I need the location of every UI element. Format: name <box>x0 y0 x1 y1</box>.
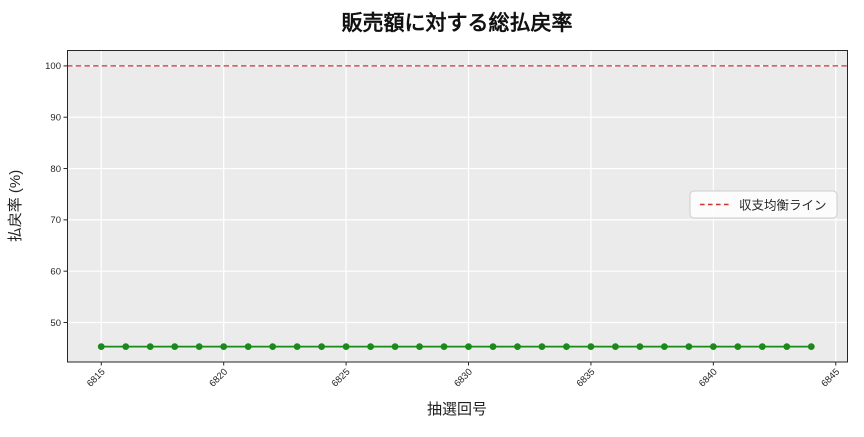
data-point-marker <box>195 343 203 351</box>
y-tick-label: 100 <box>45 61 61 72</box>
data-point-marker <box>514 343 521 351</box>
data-point-marker <box>709 343 717 351</box>
data-point-marker <box>342 343 350 351</box>
x-tick-label: 6820 <box>207 367 230 390</box>
data-point-marker <box>685 343 693 351</box>
data-point-marker <box>807 343 815 351</box>
y-tick-label: 50 <box>50 318 61 329</box>
data-point-marker <box>734 343 742 351</box>
y-tick-label: 90 <box>50 113 61 124</box>
data-point-marker <box>367 343 374 351</box>
x-tick-label: 6830 <box>452 367 475 390</box>
data-point-marker <box>783 343 791 351</box>
x-tick-label: 6815 <box>85 367 108 390</box>
x-tick-label: 6840 <box>697 367 720 390</box>
chart-title: 販売額に対する総払戻率 <box>342 11 573 35</box>
data-point-marker <box>465 343 472 351</box>
data-point-marker <box>758 343 766 351</box>
data-point-marker <box>122 343 130 351</box>
payout-rate-series <box>97 343 815 351</box>
x-tick-label: 6845 <box>819 367 842 390</box>
data-point-marker <box>636 343 644 351</box>
x-axis-tick-labels: 6815 6820 6825 6830 6835 6840 6845 <box>85 367 842 390</box>
x-tick-label: 6835 <box>575 367 598 390</box>
data-point-marker <box>440 343 448 351</box>
data-point-marker <box>489 343 497 351</box>
tick-marks <box>63 65 837 366</box>
y-tick-label: 70 <box>50 215 61 226</box>
data-point-marker <box>391 343 399 351</box>
legend-box <box>689 190 838 219</box>
data-point-marker <box>269 343 277 351</box>
data-point-marker <box>220 343 228 351</box>
data-point-marker <box>416 343 423 351</box>
legend: 収支均衡ライン <box>689 190 838 219</box>
data-point-marker <box>97 343 105 351</box>
legend-label: 収支均衡ライン <box>739 199 827 213</box>
data-point-marker <box>318 343 326 351</box>
data-point-marker <box>244 343 252 351</box>
y-axis-tick-labels: 50 60 70 80 90 100 <box>45 61 61 329</box>
plot-border <box>67 50 848 363</box>
x-tick-label: 6825 <box>330 367 353 390</box>
x-axis-label: 抽選回号 <box>427 401 487 418</box>
y-tick-label: 80 <box>50 164 61 175</box>
data-point-marker <box>587 343 595 351</box>
data-point-marker <box>538 343 546 351</box>
gridlines <box>67 50 848 362</box>
data-point-marker <box>660 343 668 351</box>
data-point-marker <box>563 343 570 351</box>
data-point-marker <box>293 343 301 351</box>
data-point-marker <box>146 343 154 351</box>
y-tick-label: 60 <box>50 266 61 277</box>
y-axis-label: 払戻率 (%) <box>7 170 24 243</box>
data-point-marker <box>171 343 179 351</box>
data-point-marker <box>612 343 619 351</box>
